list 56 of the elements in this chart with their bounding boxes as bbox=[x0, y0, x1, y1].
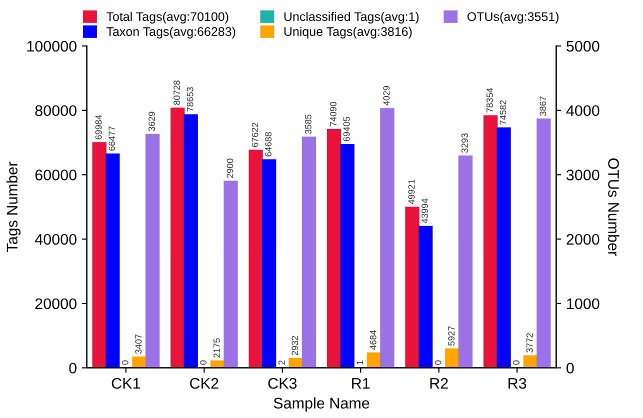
data-label: 64688 bbox=[265, 132, 272, 156]
x-tick-label: R2 bbox=[430, 378, 448, 389]
data-label: 69405 bbox=[343, 116, 350, 142]
data-label: 74582 bbox=[500, 100, 506, 125]
data-label: 2175 bbox=[213, 338, 220, 358]
data-label: 2932 bbox=[292, 336, 298, 356]
data-label: 4684 bbox=[370, 330, 376, 350]
data-label: 3867 bbox=[540, 96, 546, 116]
x-tick-label: CK3 bbox=[268, 378, 297, 389]
data-label: 0 bbox=[200, 360, 207, 365]
x-axis-title: Sample Name bbox=[274, 397, 370, 412]
data-label: 67622 bbox=[252, 122, 258, 147]
data-label: 69984 bbox=[95, 114, 102, 140]
data-label: 5927 bbox=[448, 326, 455, 346]
data-label: 80728 bbox=[174, 80, 180, 105]
x-tick-label: CK1 bbox=[112, 378, 140, 389]
y-tick-label: 0 bbox=[69, 362, 76, 374]
x-tick-label: CK2 bbox=[190, 378, 218, 389]
y2-tick-label: 5000 bbox=[566, 40, 600, 52]
legend-label: Total Tags(avg:70100) bbox=[106, 12, 228, 24]
legend-label: Unique Tags(avg:3816) bbox=[284, 26, 412, 38]
y2-tick-label: 1000 bbox=[567, 298, 600, 310]
y2-axis-title: OTUs Number bbox=[608, 158, 620, 256]
x-tick-label: R1 bbox=[352, 378, 370, 389]
data-label: 0 bbox=[513, 360, 520, 365]
y-tick-label: 80000 bbox=[35, 105, 76, 116]
data-label: 3407 bbox=[135, 334, 142, 354]
data-label: 74090 bbox=[330, 102, 336, 126]
data-label: 2 bbox=[278, 360, 285, 365]
data-label: 43994 bbox=[422, 198, 428, 224]
y-tick-label: 40000 bbox=[34, 234, 76, 245]
data-label: 1 bbox=[356, 360, 363, 364]
y-tick-label: 100000 bbox=[27, 40, 76, 52]
data-label: 4029 bbox=[383, 86, 390, 106]
data-label: 78653 bbox=[186, 87, 194, 112]
data-label: 3629 bbox=[148, 112, 155, 132]
y2-tick-label: 0 bbox=[566, 362, 574, 374]
data-label: 49921 bbox=[408, 180, 415, 204]
data-label: 78354 bbox=[486, 88, 493, 112]
legend-label: Unclassified Tags(avg:1) bbox=[284, 12, 419, 24]
data-label: 3585 bbox=[305, 114, 312, 134]
legend-label: Taxon Tags(avg:66283) bbox=[106, 26, 236, 38]
data-label: 0 bbox=[122, 360, 128, 365]
y-tick-label: 20000 bbox=[35, 298, 76, 310]
data-label: 2900 bbox=[226, 158, 234, 178]
data-label: 3293 bbox=[461, 133, 468, 153]
y2-tick-label: 4000 bbox=[566, 105, 600, 116]
data-label: 0 bbox=[434, 360, 442, 365]
y-tick-label: 60000 bbox=[35, 170, 76, 180]
data-label: 66477 bbox=[108, 126, 116, 151]
legend-label: OTUs(avg:3551) bbox=[467, 12, 558, 24]
y-axis-title: Tags Number bbox=[6, 162, 21, 252]
x-tick-label: R3 bbox=[508, 378, 526, 389]
y2-tick-label: 3000 bbox=[566, 170, 600, 180]
data-label: 3772 bbox=[526, 333, 533, 353]
y2-tick-label: 2000 bbox=[566, 234, 600, 245]
